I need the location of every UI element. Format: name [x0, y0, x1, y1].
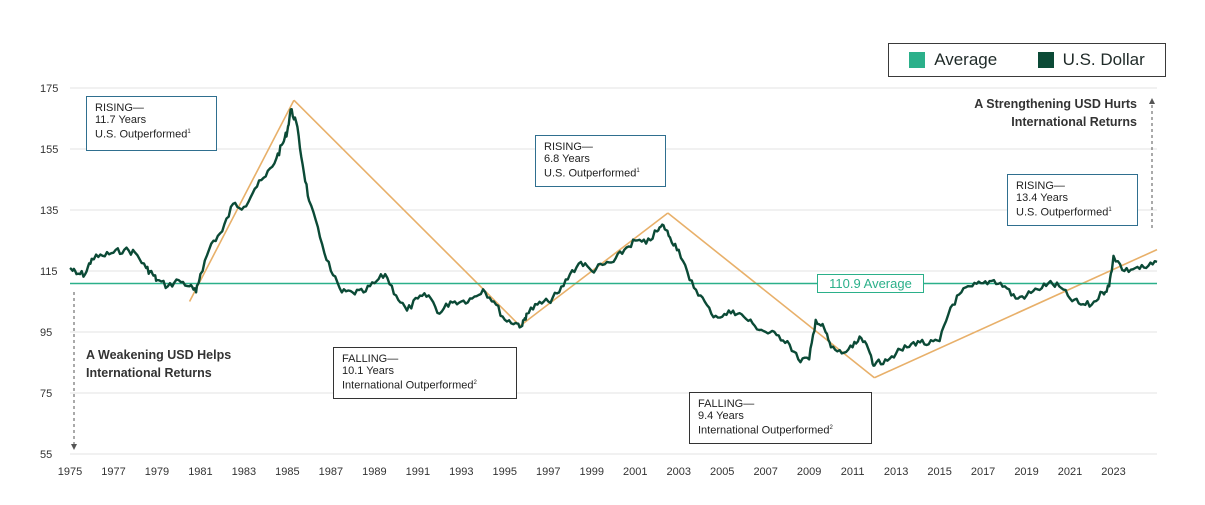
box-4-line-1: FALLING— — [342, 353, 399, 365]
x-tick-label: 1977 — [101, 466, 125, 478]
box-3-line-1: RISING— — [1016, 180, 1065, 192]
average-value-label: 110.9 Average — [817, 274, 924, 293]
box-3-line-2: 13.4 Years — [1016, 192, 1068, 204]
falling-box-2: FALLING— 9.4 Years International Outperf… — [689, 392, 872, 444]
average-swatch — [909, 52, 926, 68]
x-tick-label: 2007 — [753, 466, 777, 478]
weakening-line-1: A Weakening USD Helps — [86, 348, 232, 362]
x-tick-label: 1989 — [362, 466, 386, 478]
x-tick-label: 1981 — [188, 466, 212, 478]
x-tick-label: 2021 — [1058, 466, 1082, 478]
box-4-line-3: International Outperformed — [342, 379, 474, 392]
y-tick-label: 135 — [40, 205, 58, 217]
falling-box-1: FALLING— 10.1 Years International Outper… — [333, 347, 517, 399]
x-tick-label: 1995 — [493, 466, 517, 478]
y-tick-label: 115 — [40, 266, 58, 278]
x-tick-label: 2015 — [927, 466, 951, 478]
direction-arrows — [71, 98, 1155, 450]
y-tick-label: 155 — [40, 144, 58, 156]
rising-box-1: RISING— 11.7 Years U.S. Outperformed1 — [86, 96, 217, 151]
x-tick-label: 2011 — [841, 466, 865, 478]
y-tick-label: 55 — [40, 449, 52, 461]
x-tick-label: 2003 — [666, 466, 690, 478]
legend-label-usd: U.S. Dollar — [1062, 50, 1145, 69]
x-tick-label: 1999 — [580, 466, 604, 478]
y-tick-label: 175 — [40, 83, 58, 95]
box-3-line-3: U.S. Outperformed — [1016, 206, 1109, 219]
x-axis-ticks: 1975 1977 1979 1981 1983 1985 1987 1989 1991 1993… — [58, 466, 1126, 478]
box-2-line-2: 6.8 Years — [544, 153, 590, 165]
x-tick-label: 2009 — [797, 466, 821, 478]
x-tick-label: 1983 — [232, 466, 256, 478]
usd-series-line — [69, 108, 1158, 367]
box-5-line-1: FALLING— — [698, 398, 755, 410]
up-arrow-head — [1149, 98, 1155, 104]
strengthening-line-1: A Strengthening USD Hurts — [974, 97, 1137, 111]
x-tick-label: 2023 — [1101, 466, 1125, 478]
rising-box-3: RISING— 13.4 Years U.S. Outperformed1 — [1007, 174, 1138, 226]
x-tick-label: 1997 — [536, 466, 560, 478]
box-1-line-1: RISING— — [95, 102, 144, 114]
weakening-note: A Weakening USD Helps International Retu… — [86, 346, 231, 382]
x-tick-label: 2017 — [971, 466, 995, 478]
y-tick-label: 75 — [40, 388, 52, 400]
x-tick-label: 1993 — [449, 466, 473, 478]
strengthening-line-2: International Returns — [1011, 115, 1137, 129]
x-tick-label: 1979 — [145, 466, 169, 478]
x-tick-label: 2001 — [623, 466, 647, 478]
trend-segment-5 — [874, 248, 1158, 379]
y-tick-label: 95 — [40, 327, 52, 339]
legend-item-average: Average — [909, 50, 997, 70]
down-arrow-head — [71, 444, 77, 450]
box-2-line-1: RISING— — [544, 141, 593, 153]
box-4-line-2: 10.1 Years — [342, 365, 394, 377]
box-3-footnote: 1 — [1108, 207, 1112, 213]
box-2-line-3: U.S. Outperformed — [544, 167, 637, 180]
legend-label-average: Average — [934, 50, 998, 69]
box-4-footnote: 2 — [473, 380, 477, 386]
weakening-line-2: International Returns — [86, 366, 212, 380]
strengthening-note: A Strengthening USD Hurts International … — [900, 95, 1137, 131]
x-tick-label: 2013 — [884, 466, 908, 478]
box-5-line-2: 9.4 Years — [698, 410, 744, 422]
x-tick-label: 2005 — [710, 466, 734, 478]
x-tick-label: 1975 — [58, 466, 82, 478]
box-1-line-3: U.S. Outperformed — [95, 128, 188, 141]
legend-item-usd: U.S. Dollar — [1037, 50, 1145, 70]
legend: Average U.S. Dollar — [888, 43, 1166, 77]
y-axis-ticks: 55 75 95 115 135 155 175 — [40, 83, 58, 461]
x-tick-label: 1987 — [319, 466, 343, 478]
rising-box-2: RISING— 6.8 Years U.S. Outperformed1 — [535, 135, 666, 187]
box-2-footnote: 1 — [636, 168, 640, 174]
trend-segment-2 — [293, 99, 521, 327]
box-1-footnote: 1 — [187, 129, 191, 135]
trend-segment-3 — [519, 212, 669, 327]
x-tick-label: 2019 — [1014, 466, 1038, 478]
box-5-footnote: 2 — [829, 425, 833, 431]
box-1-line-2: 11.7 Years — [95, 114, 147, 126]
trend-segment-1 — [188, 99, 295, 302]
trend-lines — [188, 99, 1158, 379]
x-tick-label: 1985 — [275, 466, 299, 478]
box-5-line-3: International Outperformed — [698, 424, 830, 437]
usd-swatch — [1037, 52, 1054, 68]
x-tick-label: 1991 — [406, 466, 430, 478]
